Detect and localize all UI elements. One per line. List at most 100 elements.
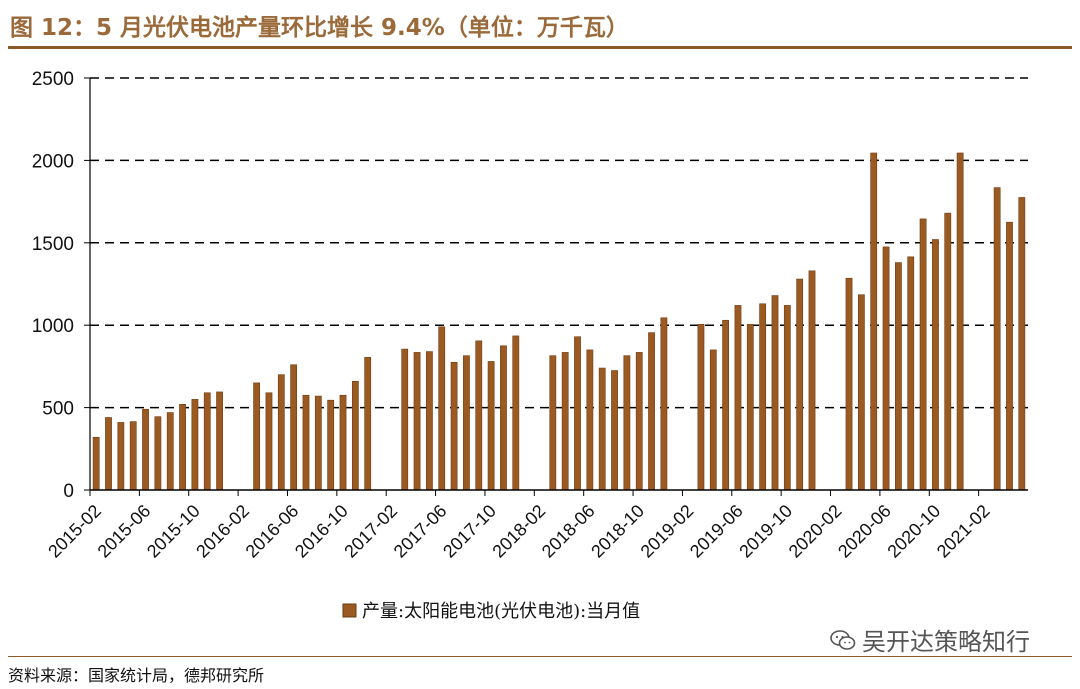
y-tick-label: 2000 <box>32 151 74 172</box>
bar <box>759 303 767 491</box>
bar <box>697 324 705 491</box>
y-tick-label: 1000 <box>32 316 74 337</box>
bar <box>450 361 458 491</box>
bar <box>549 355 557 491</box>
bar <box>512 335 520 491</box>
source-note: 资料来源：国家统计局，德邦研究所 <box>8 666 265 685</box>
wechat-icon <box>830 629 856 650</box>
bar <box>574 336 581 491</box>
y-axis-ticks: 0 500 1000 1500 2000 2500 <box>32 69 90 502</box>
x-tick-label: 2015-10 <box>143 501 204 562</box>
bar <box>463 355 470 491</box>
bar <box>191 399 199 491</box>
bar <box>746 324 754 491</box>
bar <box>413 352 421 491</box>
bar <box>154 416 162 491</box>
bar <box>586 349 594 491</box>
bar <box>314 395 322 491</box>
watermark: 吴开达策略知行 <box>830 622 1030 657</box>
bar <box>166 412 174 491</box>
x-tick-label: 2017-06 <box>390 501 451 562</box>
x-tick-label: 2018-06 <box>538 501 599 562</box>
bar <box>722 319 730 491</box>
footer-divider <box>8 656 1072 657</box>
page-title: 图 12：5 月光伏电池产量环比增长 9.4%（单位：万千瓦） <box>10 15 629 41</box>
bar <box>302 394 310 491</box>
bar <box>845 277 853 491</box>
legend-label: 产量:太阳能电池(光伏电池):当月值 <box>362 601 640 622</box>
y-tick-label: 500 <box>42 399 74 420</box>
bar <box>475 340 483 491</box>
x-tick-label: 2017-10 <box>439 501 500 562</box>
x-tick-label: 2020-06 <box>834 501 895 562</box>
bar <box>561 352 569 491</box>
bar <box>364 357 372 491</box>
y-tick-label: 2500 <box>32 69 74 90</box>
bar <box>857 294 865 491</box>
x-tick-label: 2015-02 <box>44 501 105 562</box>
x-tick-label: 2019-06 <box>686 501 747 562</box>
bar <box>129 421 137 491</box>
bar <box>277 374 285 491</box>
bar <box>438 326 446 491</box>
x-tick-label: 2020-10 <box>883 501 944 562</box>
x-tick-label: 2016-02 <box>192 501 253 562</box>
bar <box>1018 197 1026 491</box>
bar <box>1006 221 1013 491</box>
bar <box>253 382 261 491</box>
bar <box>882 246 890 491</box>
bar <box>907 256 915 491</box>
bar <box>993 187 1001 491</box>
x-axis-ticks: 2015-022015-062015-102016-022016-062016-… <box>44 490 994 562</box>
bar <box>598 367 606 491</box>
bar <box>870 152 878 491</box>
bar <box>290 364 298 491</box>
axes <box>89 78 1028 491</box>
bar <box>203 392 211 491</box>
bar <box>179 404 186 491</box>
bar <box>500 345 507 491</box>
watermark-text: 吴开达策略知行 <box>862 628 1030 656</box>
bar <box>919 218 927 491</box>
title-divider <box>8 46 1072 49</box>
bar <box>327 399 335 491</box>
x-tick-label: 2017-02 <box>340 501 401 562</box>
bar <box>426 351 433 491</box>
bar <box>771 295 779 491</box>
bar <box>92 436 100 491</box>
bars <box>92 152 1026 491</box>
bar <box>611 370 618 491</box>
x-tick-label: 2019-02 <box>637 501 698 562</box>
x-tick-label: 2020-02 <box>785 501 846 562</box>
x-tick-label: 2016-06 <box>242 501 303 562</box>
x-tick-label: 2018-10 <box>587 501 648 562</box>
bar <box>648 332 655 491</box>
x-tick-label: 2016-10 <box>291 501 352 562</box>
y-tick-label: 0 <box>63 481 74 502</box>
bar-chart: 0 500 1000 1500 2000 2500 2015-022015-062015-… <box>32 69 1028 622</box>
bar <box>944 212 952 491</box>
bar <box>265 392 273 491</box>
bar <box>635 352 643 491</box>
x-tick-label: 2021-02 <box>933 501 994 562</box>
bar <box>734 305 742 491</box>
x-tick-label: 2019-10 <box>735 501 796 562</box>
bar <box>709 349 717 491</box>
bar <box>895 262 902 491</box>
bar <box>351 380 359 491</box>
bar <box>401 348 409 491</box>
bar <box>932 239 939 491</box>
bar <box>783 305 791 491</box>
legend: 产量:太阳能电池(光伏电池):当月值 <box>342 601 640 622</box>
bar <box>142 408 149 491</box>
bar <box>623 355 631 491</box>
x-tick-label: 2015-06 <box>94 501 155 562</box>
bar <box>660 317 668 491</box>
legend-swatch <box>342 603 357 618</box>
bar <box>216 391 223 491</box>
bar <box>796 278 804 491</box>
bar <box>808 270 816 491</box>
bar <box>117 422 125 491</box>
bar <box>487 361 495 491</box>
bar <box>956 152 964 491</box>
